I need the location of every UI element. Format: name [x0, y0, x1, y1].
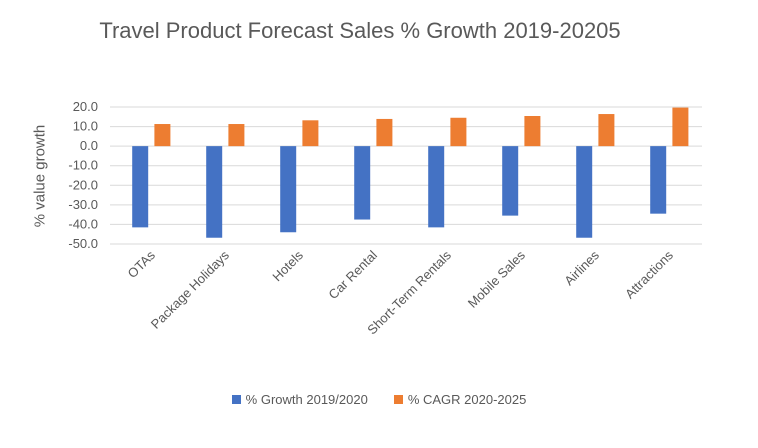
- legend-label-cagr: % CAGR 2020-2025: [407, 392, 527, 407]
- bar-growth: [650, 146, 667, 214]
- bar-growth: [206, 146, 223, 238]
- bar-growth: [132, 146, 149, 228]
- y-tick-label: 10.0: [73, 119, 98, 134]
- x-tick-label: Car Rental: [325, 247, 380, 302]
- bar-cagr: [598, 114, 615, 147]
- x-tick-label: Attractions: [622, 247, 676, 301]
- chart-title: Travel Product Forecast Sales % Growth 2…: [99, 18, 621, 43]
- legend-item-cagr: % CAGR 2020-2025: [393, 392, 527, 407]
- y-tick-label: 0.0: [80, 138, 98, 153]
- y-tick-label: -50.0: [68, 236, 98, 251]
- bar-growth: [428, 146, 445, 228]
- x-tick-label: OTAs: [125, 247, 159, 281]
- x-tick-label: Hotels: [269, 247, 306, 284]
- bar-growth: [280, 146, 297, 233]
- y-tick-label: -10.0: [68, 158, 98, 173]
- bar-growth: [502, 146, 519, 216]
- y-tick-label: -30.0: [68, 197, 98, 212]
- bar-growth: [576, 146, 593, 238]
- bar-growth: [354, 146, 371, 220]
- x-tick-label: Short-Term Rentals: [364, 247, 454, 337]
- x-tick-label: Package Holidays: [148, 247, 233, 332]
- y-tick-label: -20.0: [68, 177, 98, 192]
- legend-swatch-cagr: [393, 395, 403, 404]
- legend-item-growth: % Growth 2019/2020: [231, 392, 368, 407]
- x-tick-label: Airlines: [561, 247, 602, 288]
- bar-cagr: [672, 107, 689, 147]
- legend-label-growth: % Growth 2019/2020: [245, 392, 368, 407]
- bar-cagr: [524, 116, 541, 147]
- legend-swatch-growth: [231, 395, 241, 404]
- bar-cagr: [450, 117, 467, 147]
- bar-cagr: [228, 124, 245, 147]
- chart-legend: % Growth 2019/2020 % CAGR 2020-2025: [0, 392, 758, 407]
- y-tick-label: -40.0: [68, 216, 98, 231]
- bar-cagr: [154, 124, 171, 147]
- bar-cagr: [302, 120, 319, 147]
- y-tick-label: 20.0: [73, 99, 98, 114]
- x-tick-label: Mobile Sales: [465, 247, 529, 311]
- bar-cagr: [376, 118, 393, 147]
